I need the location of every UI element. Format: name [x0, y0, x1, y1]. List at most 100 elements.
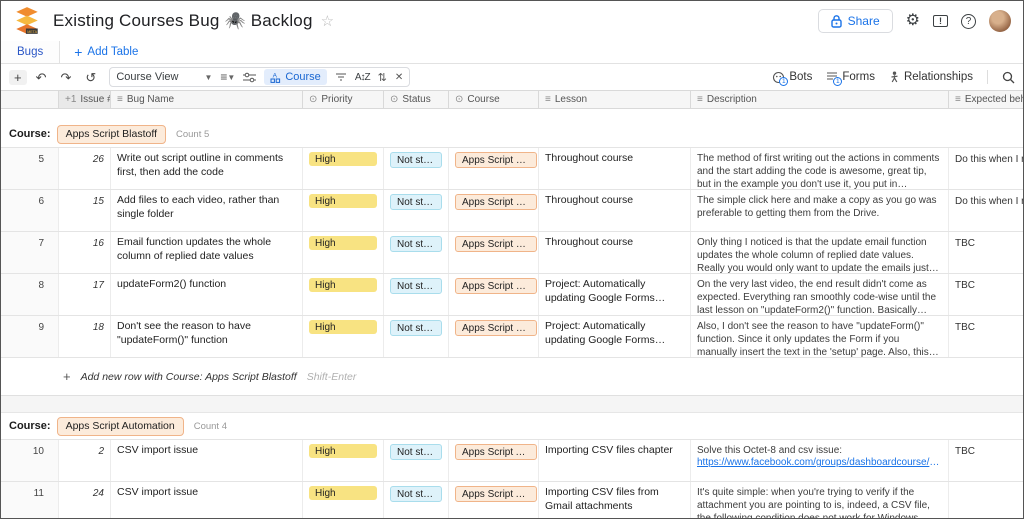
- cell-issue[interactable]: 2: [59, 440, 111, 481]
- row-number[interactable]: 9: [1, 316, 59, 357]
- cell-lesson[interactable]: Importing CSV files from Gmail attachmen…: [539, 482, 691, 518]
- cell-lesson[interactable]: Throughout course: [539, 190, 691, 231]
- favorite-star-icon[interactable]: ☆: [320, 13, 335, 30]
- add-row-toolbar-button[interactable]: +: [9, 69, 27, 85]
- column-header-description[interactable]: ≡ Description: [691, 91, 949, 108]
- cell-description[interactable]: Solve this Octet-8 and csv issue: https:…: [691, 440, 949, 481]
- cell-status[interactable]: Not started: [384, 274, 449, 315]
- cell-status[interactable]: Not started: [384, 482, 449, 518]
- user-avatar[interactable]: [989, 10, 1011, 32]
- cell-priority[interactable]: High: [303, 482, 384, 518]
- column-header-issue[interactable]: +1 Issue #: [59, 91, 111, 108]
- cell-expected[interactable]: TBC: [955, 280, 975, 291]
- cell-issue[interactable]: 24: [59, 482, 111, 518]
- column-header-bug-name[interactable]: ≡ Bug Name: [111, 91, 303, 108]
- view-picker-dropdown[interactable]: Course View ▼: [116, 71, 213, 83]
- filter-icon[interactable]: [335, 72, 347, 82]
- search-icon[interactable]: [1002, 71, 1015, 84]
- close-icon[interactable]: ✕: [394, 71, 404, 83]
- cell-bug-name[interactable]: updateForm2() function: [111, 274, 303, 315]
- row-number[interactable]: 11: [1, 482, 59, 518]
- app-logo-icon[interactable]: META: [13, 6, 41, 36]
- cell-course[interactable]: Apps Script Automation: [449, 482, 539, 518]
- cell-issue[interactable]: 26: [59, 148, 111, 189]
- cell-status[interactable]: Not started: [384, 148, 449, 189]
- row-number[interactable]: 6: [1, 190, 59, 231]
- cell-expected[interactable]: Do this when I re-: [955, 196, 1023, 207]
- cell-lesson[interactable]: Throughout course: [539, 148, 691, 189]
- cell-lesson[interactable]: Project: Automatically updating Google F…: [539, 316, 691, 357]
- cell-priority[interactable]: High: [303, 440, 384, 481]
- cell-status[interactable]: Not started: [384, 190, 449, 231]
- row-height-icon[interactable]: ⇅: [377, 71, 387, 84]
- cell-course[interactable]: Apps Script Blastoff: [449, 274, 539, 315]
- cell-bug-name[interactable]: Write out script outline in comments fir…: [111, 148, 303, 189]
- undo-button[interactable]: ↶: [35, 69, 47, 85]
- column-header-course[interactable]: ⊙ Course: [449, 91, 539, 108]
- group-header-apps-script-blastoff[interactable]: Course: Apps Script Blastoff Count 5: [1, 121, 1023, 147]
- cell-description[interactable]: Also, I don't see the reason to have "up…: [691, 316, 949, 357]
- cell-description[interactable]: It's quite simple: when you're trying to…: [691, 482, 949, 518]
- tab-bugs[interactable]: Bugs: [1, 41, 61, 63]
- cell-bug-name[interactable]: CSV import issue: [111, 482, 303, 518]
- row-number[interactable]: 10: [1, 440, 59, 481]
- cell-status[interactable]: Not started: [384, 232, 449, 273]
- bots-button[interactable]: 1 Bots: [772, 71, 812, 86]
- history-button[interactable]: ↺: [85, 69, 97, 85]
- relationships-button[interactable]: Relationships: [889, 71, 973, 83]
- cell-lesson[interactable]: Throughout course: [539, 232, 691, 273]
- cell-lesson[interactable]: Importing CSV files chapter: [539, 440, 691, 481]
- hide-fields-icon[interactable]: [243, 72, 257, 83]
- cell-status[interactable]: Not started: [384, 440, 449, 481]
- cell-description[interactable]: On the very last video, the end result d…: [691, 274, 949, 315]
- cell-priority[interactable]: High: [303, 148, 384, 189]
- column-header-expected[interactable]: ≡ Expected behavior: [955, 94, 1023, 105]
- add-new-row-button[interactable]: + Add new row with Course: Apps Script B…: [1, 357, 1023, 395]
- cell-priority[interactable]: High: [303, 316, 384, 357]
- cell-status[interactable]: Not started: [384, 316, 449, 357]
- cell-expected[interactable]: TBC: [955, 446, 975, 457]
- settings-gear-icon[interactable]: ⚙: [905, 12, 920, 29]
- row-number[interactable]: 7: [1, 232, 59, 273]
- cell-priority[interactable]: High: [303, 232, 384, 273]
- row-number[interactable]: 5: [1, 148, 59, 189]
- redo-button[interactable]: ↷: [60, 69, 72, 85]
- cell-course[interactable]: Apps Script Blastoff: [449, 316, 539, 357]
- cell-bug-name[interactable]: Add files to each video, rather than sin…: [111, 190, 303, 231]
- cell-issue[interactable]: 17: [59, 274, 111, 315]
- cell-course[interactable]: Apps Script Blastoff: [449, 190, 539, 231]
- description-link[interactable]: https://www.facebook.com/groups/dashboar…: [697, 457, 942, 469]
- cell-expected[interactable]: TBC: [955, 322, 975, 333]
- cell-description[interactable]: The simple click here and make a copy as…: [691, 190, 949, 231]
- row-number[interactable]: 8: [1, 274, 59, 315]
- cell-issue[interactable]: 18: [59, 316, 111, 357]
- cell-priority[interactable]: High: [303, 274, 384, 315]
- column-header-lesson[interactable]: ≡ Lesson: [539, 91, 691, 108]
- cell-course[interactable]: Apps Script Blastoff: [449, 232, 539, 273]
- column-header-status[interactable]: ⊙ Status: [384, 91, 449, 108]
- cell-lesson[interactable]: Project: Automatically updating Google F…: [539, 274, 691, 315]
- cell-description[interactable]: The method of first writing out the acti…: [691, 148, 949, 189]
- group-by-course-button[interactable]: A Course: [264, 69, 327, 85]
- share-button[interactable]: Share: [817, 9, 893, 33]
- group-header-apps-script-automation[interactable]: Course: Apps Script Automation Count 4: [1, 413, 1023, 439]
- help-icon[interactable]: ?: [961, 13, 976, 29]
- cell-issue[interactable]: 16: [59, 232, 111, 273]
- column-header-priority[interactable]: ⊙ Priority: [303, 91, 384, 108]
- feedback-icon[interactable]: !: [933, 15, 948, 27]
- cell-description[interactable]: Only thing I noticed is that the update …: [691, 232, 949, 273]
- cell-course[interactable]: Apps Script Automation: [449, 440, 539, 481]
- cell-bug-name[interactable]: Don't see the reason to have "updateForm…: [111, 316, 303, 357]
- forms-button[interactable]: 1 Forms: [826, 71, 875, 86]
- cell-expected[interactable]: TBC: [955, 238, 975, 249]
- cell-bug-name[interactable]: CSV import issue: [111, 440, 303, 481]
- cell-bug-name[interactable]: Email function updates the whole column …: [111, 232, 303, 273]
- cell-course[interactable]: Apps Script Blastoff: [449, 148, 539, 189]
- row-style-dropdown[interactable]: ≡ ▼: [220, 70, 236, 84]
- cell-issue[interactable]: 15: [59, 190, 111, 231]
- sort-icon[interactable]: A↕Z: [354, 71, 371, 83]
- cell-expected[interactable]: Do this when I re-: [955, 154, 1023, 165]
- cell-priority[interactable]: High: [303, 190, 384, 231]
- cell-expected[interactable]: [949, 482, 1023, 518]
- add-table-button[interactable]: + Add Table: [74, 44, 139, 60]
